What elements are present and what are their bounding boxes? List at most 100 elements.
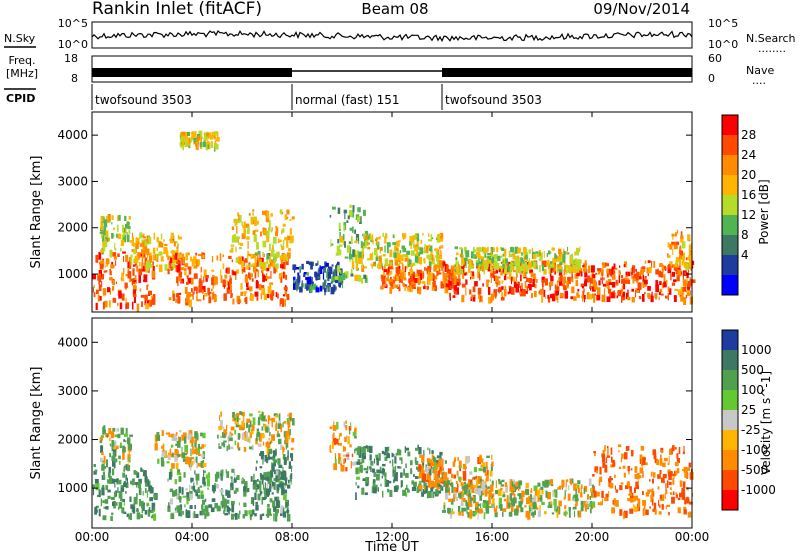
power-cell-10-149 xyxy=(621,297,625,301)
velocity-cell-10-57 xyxy=(627,465,630,472)
nave-tick-low: 0 xyxy=(708,72,715,85)
velocity-cell-3-111 xyxy=(195,491,198,497)
velocity-cell-7-41 xyxy=(405,492,408,497)
velocity-cell-10-85 xyxy=(669,487,672,491)
power-cell-10-14 xyxy=(576,292,579,297)
velocity-colorbar-tick-1: 500 xyxy=(741,363,764,377)
velocity-cell-3-168 xyxy=(175,489,178,496)
velocity-cell-3-222 xyxy=(250,476,253,482)
velocity-cell-2-28 xyxy=(165,432,170,435)
velocity-cell-7-168 xyxy=(365,445,368,449)
power-colorbar-swatch-2 xyxy=(722,155,738,176)
power-cell-12-5 xyxy=(680,231,683,237)
power-cell-2-98 xyxy=(143,246,148,254)
velocity-cell-5-46 xyxy=(272,455,276,461)
velocity-cell-3-49 xyxy=(201,508,205,515)
velocity-cell-2-82 xyxy=(171,452,174,457)
velocity-cell-10-145 xyxy=(657,474,661,479)
power-cell-10-338 xyxy=(623,296,626,300)
power-cell-8-10 xyxy=(378,246,380,250)
power-cell-9-159 xyxy=(382,277,386,285)
power-cell-8-106 xyxy=(431,257,435,265)
power-cell-10-159 xyxy=(631,297,635,303)
power-cell-0-26 xyxy=(143,252,146,258)
velocity-cell-3-129 xyxy=(168,502,170,509)
velocity-cell-3-95 xyxy=(231,468,235,473)
velocity-cell-3-212 xyxy=(274,513,278,522)
velocity-cell-3-77 xyxy=(221,475,223,481)
power-cell-10-40 xyxy=(591,286,596,292)
velocity-cell-10-206 xyxy=(596,491,600,497)
velocity-cell-8-131 xyxy=(463,473,467,481)
power-cell-4-133 xyxy=(284,214,288,221)
power-cell-4-131 xyxy=(254,220,258,226)
power-cell-3-38 xyxy=(251,278,254,282)
power-cell-10-60 xyxy=(678,289,682,296)
power-cell-8-69 xyxy=(420,239,423,244)
velocity-cell-3-227 xyxy=(267,508,272,515)
velocity-cell-9-246 xyxy=(525,510,530,518)
power-cell-10-427 xyxy=(559,275,563,281)
power-cell-9-146 xyxy=(388,267,390,273)
power-cell-10-97 xyxy=(509,271,512,280)
velocity-cell-0-23 xyxy=(126,513,130,518)
velocity-cell-8-50 xyxy=(466,455,470,463)
velocity-cell-4-128 xyxy=(265,419,268,422)
power-cell-10-79 xyxy=(577,294,580,298)
power-cell-2-108 xyxy=(154,254,156,261)
velocity-cell-7-90 xyxy=(434,457,437,463)
velocity-cell-0-59 xyxy=(112,468,115,476)
velocity-cell-0-129 xyxy=(118,507,120,510)
power-cell-1-21 xyxy=(117,233,122,239)
velocity-cell-9-291 xyxy=(469,509,472,518)
velocity-cell-2-26 xyxy=(175,462,179,470)
power-cell-4-57 xyxy=(234,236,238,242)
velocity-cell-3-143 xyxy=(184,504,186,508)
velocity-cell-1-29 xyxy=(125,440,127,443)
power-cell-0-84 xyxy=(134,275,137,281)
velocity-cell-4-163 xyxy=(290,412,292,418)
velocity-cell-10-216 xyxy=(601,490,604,498)
power-cell-9-35 xyxy=(440,281,445,289)
velocity-cell-10-116 xyxy=(609,483,614,489)
power-cell-10-131 xyxy=(597,268,601,272)
velocity-cell-8-147 xyxy=(481,479,483,483)
velocity-cell-8-77 xyxy=(469,471,473,475)
power-cell-8-107 xyxy=(395,247,399,251)
velocity-cell-4-60 xyxy=(237,442,240,449)
velocity-cell-10-51 xyxy=(672,477,675,485)
velocity-cell-6-52 xyxy=(343,446,346,452)
power-cell-4-75 xyxy=(286,209,290,215)
power-cell-10-227 xyxy=(609,291,613,299)
power-cell-9-71 xyxy=(414,273,419,278)
power-cell-10-120 xyxy=(655,284,659,293)
power-cell-11-122 xyxy=(502,264,505,269)
velocity-cell-10-77 xyxy=(592,474,595,477)
velocity-cell-8-122 xyxy=(447,468,452,474)
velocity-cell-4-105 xyxy=(290,447,294,451)
power-cell-4-30 xyxy=(232,238,236,243)
power-cell-8-182 xyxy=(367,247,371,250)
velocity-cell-9-286 xyxy=(518,488,520,491)
power-cell-3-193 xyxy=(281,299,284,307)
velocity-cell-7-119 xyxy=(373,458,376,464)
power-cell-10-124 xyxy=(520,274,522,282)
velocity-cell-7-33 xyxy=(382,463,386,467)
velocity-cell-9-108 xyxy=(485,505,490,514)
velocity-cell-3-70 xyxy=(265,492,267,499)
power-cell-10-289 xyxy=(453,269,456,276)
velocity-cell-3-228 xyxy=(200,494,204,499)
power-cell-4-25 xyxy=(268,227,271,232)
velocity-cell-8-163 xyxy=(436,462,438,469)
velocity-cell-7-137 xyxy=(372,468,376,473)
velocity-cell-8-94 xyxy=(474,476,476,480)
power-cell-6-38 xyxy=(310,277,313,285)
velocity-cell-0-77 xyxy=(118,501,123,509)
velocity-cell-3-205 xyxy=(227,507,231,512)
velocity-cell-4-142 xyxy=(223,440,227,443)
velocity-cell-10-69 xyxy=(661,504,664,510)
power-cell-11-249 xyxy=(569,267,571,274)
velocity-cell-9-48 xyxy=(443,480,447,486)
power-cell-1-51 xyxy=(126,221,130,225)
power-cell-5-65 xyxy=(188,138,190,146)
